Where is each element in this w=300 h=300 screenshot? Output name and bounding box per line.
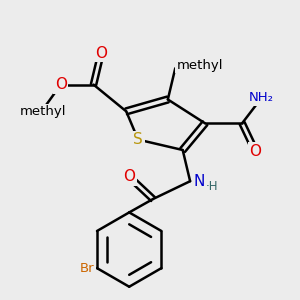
Text: S: S — [0, 299, 1, 300]
Text: O: O — [0, 299, 1, 300]
Text: S: S — [133, 132, 143, 147]
Text: methyl: methyl — [177, 59, 223, 72]
Text: N: N — [0, 299, 1, 300]
Text: ·H: ·H — [206, 180, 218, 193]
Text: O: O — [0, 299, 1, 300]
Text: Br: Br — [0, 299, 1, 300]
Text: O: O — [55, 77, 67, 92]
Text: O: O — [250, 144, 262, 159]
Text: O: O — [123, 169, 135, 184]
Text: NH₂: NH₂ — [0, 299, 1, 300]
Text: methyl: methyl — [0, 299, 1, 300]
Text: methyl: methyl — [20, 105, 66, 118]
Text: O: O — [0, 299, 1, 300]
Text: N: N — [194, 174, 205, 189]
Text: Br: Br — [80, 262, 94, 275]
Text: ·H: ·H — [0, 299, 1, 300]
Text: methyl_r: methyl_r — [0, 299, 1, 300]
Text: O: O — [95, 46, 107, 61]
Text: O: O — [0, 299, 1, 300]
Text: NH₂: NH₂ — [249, 92, 274, 104]
